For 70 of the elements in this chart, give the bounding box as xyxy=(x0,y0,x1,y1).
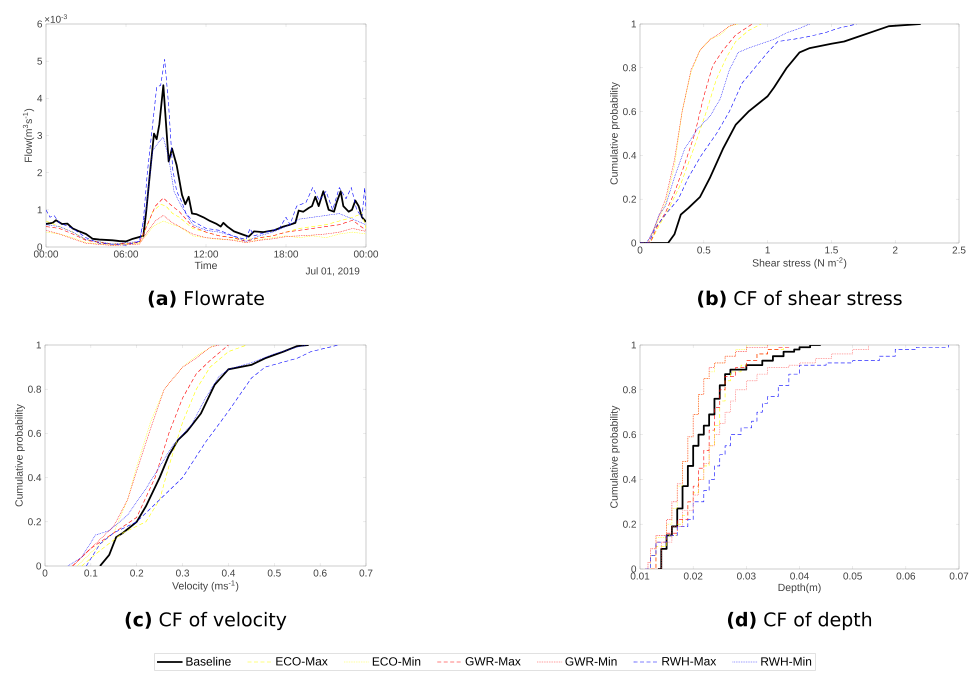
x-tick-label: 0.3 xyxy=(176,570,190,577)
y-tick-label: 1 xyxy=(36,342,41,348)
x-tick-label: 0.06 xyxy=(896,572,916,580)
x-tick-label: 0.4 xyxy=(222,570,236,577)
text: ×10$^{-3}$ xyxy=(44,14,67,23)
x-tick-label: 0.1 xyxy=(84,570,98,577)
text: Jul 01, 2019 xyxy=(306,267,360,276)
y-axis-title: Cumulative probability xyxy=(610,406,620,508)
x-tick-label: 0.5 xyxy=(697,246,710,254)
y-tick-label: 0.4 xyxy=(28,474,42,482)
x-tick-label: 0.05 xyxy=(843,572,862,580)
x-tick-label: 0 xyxy=(638,246,642,254)
x-tick-label: 0.6 xyxy=(314,570,327,577)
x-tick-label: 0.04 xyxy=(790,572,809,580)
y-tick-label: 0 xyxy=(36,562,42,570)
text: (a) Flowrate xyxy=(148,290,264,308)
x-tick-label: 0.03 xyxy=(737,572,756,580)
y-tick-label: 0.6 xyxy=(28,430,42,437)
x-tick-label: 0.5 xyxy=(268,570,281,577)
y-tick-label: 3 xyxy=(37,132,42,140)
x-tick-label: 0.7 xyxy=(359,570,372,577)
y-tick-label: 5 xyxy=(37,58,42,65)
x-tick-label: 0.01 xyxy=(630,572,650,580)
x-tick-label: 0.02 xyxy=(684,572,702,580)
y-tick-label: 0 xyxy=(631,239,636,247)
y-tick-label: 0.6 xyxy=(623,431,636,438)
y-tick-label: 0.4 xyxy=(623,476,636,483)
x-tick-label: 06:00 xyxy=(114,250,138,258)
y-tick-label: 0.2 xyxy=(623,196,636,203)
text: (c) CF of velocity xyxy=(126,612,286,630)
y-tick-label: 4 xyxy=(37,94,42,102)
legend-label: Baseline xyxy=(186,656,231,666)
x-axis-title: Time xyxy=(194,261,217,270)
legend-label: GWR-Max xyxy=(466,657,521,666)
x-axis-title: Velocity (ms$^{-1}$) xyxy=(172,580,238,592)
y-tick-label: 6 xyxy=(37,20,42,28)
y-tick-label: 1 xyxy=(632,20,636,28)
legend-label: GWR-Min xyxy=(565,656,617,666)
legend-label: ECO-Max xyxy=(276,657,328,666)
x-tick-label: 0.07 xyxy=(950,572,968,580)
text: (d) CF of depth xyxy=(728,612,872,630)
x-tick-label: 00:00 xyxy=(34,250,58,258)
y-tick-label: 0.2 xyxy=(623,520,636,528)
x-axis-title: Depth(m) xyxy=(778,583,821,594)
x-tick-label: 0.2 xyxy=(130,570,144,577)
y-tick-label: 0.6 xyxy=(623,108,636,116)
x-axis-title: Shear stress (N m$^{-2}$) xyxy=(752,257,846,269)
legend-label: ECO-Min xyxy=(372,656,420,666)
y-axis-title: Cumulative probability xyxy=(610,82,620,184)
x-tick-label: 12:00 xyxy=(194,250,218,258)
y-tick-label: 0.8 xyxy=(28,386,42,393)
y-tick-label: 1 xyxy=(632,342,636,348)
y-tick-label: 0.8 xyxy=(623,386,636,394)
x-tick-label: 18:00 xyxy=(274,250,298,258)
y-axis-title: Flow(m$^{3}$s$^{-1}$) xyxy=(22,108,34,162)
x-tick-label: 0 xyxy=(42,570,48,577)
x-tick-label: 00:00 xyxy=(354,250,378,258)
y-tick-label: 2 xyxy=(37,169,42,176)
y-axis-title: Cumulative probability xyxy=(15,404,25,506)
legend-label: RWH-Max xyxy=(662,657,716,666)
x-tick-label: 2 xyxy=(892,246,898,254)
text: (b) CF of shear stress xyxy=(698,290,902,308)
x-tick-label: 1.5 xyxy=(825,246,838,254)
y-tick-label: 0.2 xyxy=(28,518,41,526)
y-tick-label: 1 xyxy=(38,206,42,214)
x-tick-label: 2.5 xyxy=(952,246,966,254)
y-tick-label: 0.4 xyxy=(623,152,636,159)
legend-label: RWH-Min xyxy=(761,656,812,666)
x-tick-label: 1 xyxy=(766,246,770,254)
y-tick-label: 0.8 xyxy=(623,64,636,72)
